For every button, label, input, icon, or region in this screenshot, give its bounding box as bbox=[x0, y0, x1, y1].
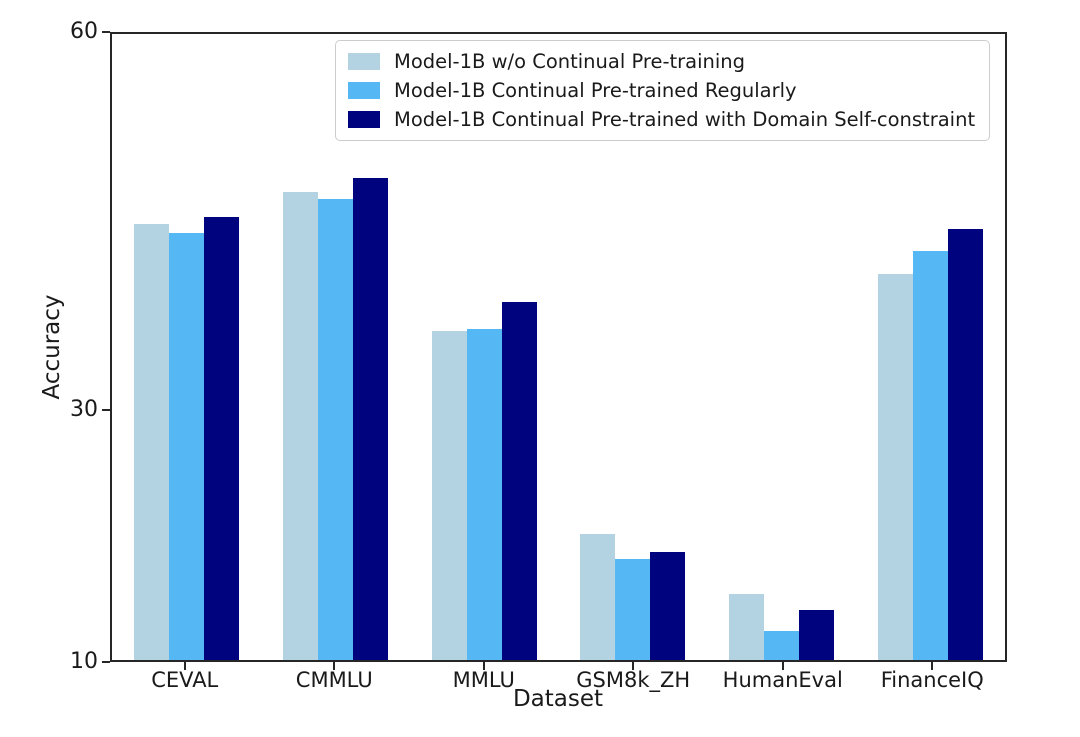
bar bbox=[948, 229, 983, 660]
bar bbox=[580, 533, 616, 660]
bar bbox=[799, 609, 835, 660]
x-tick-mark bbox=[781, 662, 784, 670]
bar-group-FinanceIQ bbox=[856, 34, 1005, 660]
y-tick-mark bbox=[102, 409, 110, 411]
y-axis-label: Accuracy bbox=[39, 294, 65, 400]
legend-item: Model-1B w/o Continual Pre-training bbox=[348, 50, 975, 73]
bar bbox=[317, 199, 353, 660]
bar bbox=[729, 593, 765, 660]
legend: Model-1B w/o Continual Pre-training Model… bbox=[335, 40, 991, 141]
bar bbox=[282, 191, 318, 660]
legend-label: Model-1B w/o Continual Pre-training bbox=[394, 50, 746, 73]
bar bbox=[501, 301, 537, 660]
x-tick-mark bbox=[183, 662, 186, 670]
legend-label: Model-1B Continual Pre-trained Regularly bbox=[394, 79, 797, 102]
legend-label: Model-1B Continual Pre-trained with Doma… bbox=[394, 108, 976, 131]
y-tick-mark bbox=[102, 661, 110, 663]
x-tick-label-HumanEval: HumanEval bbox=[722, 668, 843, 692]
x-tick-label-FinanceIQ: FinanceIQ bbox=[880, 668, 984, 692]
bar-group-GSM8k_ZH bbox=[558, 34, 707, 660]
legend-swatch-icon bbox=[348, 82, 380, 99]
bar-group-HumanEval bbox=[707, 34, 856, 660]
y-tick-label: 10 bbox=[70, 649, 98, 674]
bar bbox=[878, 274, 914, 660]
legend-item: Model-1B Continual Pre-trained with Doma… bbox=[348, 108, 975, 131]
bar bbox=[764, 631, 800, 660]
bar bbox=[650, 552, 686, 660]
x-tick-label-GSM8k_ZH: GSM8k_ZH bbox=[576, 668, 691, 692]
legend-swatch-icon bbox=[348, 111, 380, 128]
legend-swatch-icon bbox=[348, 53, 380, 70]
x-tick-label-CEVAL: CEVAL bbox=[151, 668, 219, 692]
bar-groups bbox=[112, 34, 1005, 660]
x-tick-label-MMLU: MMLU bbox=[452, 668, 515, 692]
x-tick-mark bbox=[482, 662, 485, 670]
bar bbox=[203, 216, 239, 660]
bar bbox=[133, 224, 169, 660]
plot-area: Model-1B w/o Continual Pre-training Model… bbox=[110, 32, 1007, 662]
bar-group-CEVAL bbox=[112, 34, 261, 660]
x-tick-mark bbox=[931, 662, 934, 670]
x-tick-label-CMMLU: CMMLU bbox=[295, 668, 373, 692]
bar bbox=[431, 330, 467, 660]
bar-group-MMLU bbox=[410, 34, 559, 660]
x-tick-mark bbox=[632, 662, 635, 670]
bar bbox=[466, 329, 502, 660]
bar bbox=[352, 177, 388, 660]
bar bbox=[913, 250, 949, 660]
bar bbox=[615, 558, 651, 660]
y-tick-label: 30 bbox=[70, 397, 98, 422]
x-axis-label: Dataset bbox=[512, 686, 604, 712]
y-tick-label: 60 bbox=[70, 19, 98, 44]
bar bbox=[168, 233, 204, 660]
y-tick-mark bbox=[102, 31, 110, 33]
bar-group-CMMLU bbox=[261, 34, 410, 660]
x-tick-mark bbox=[333, 662, 336, 670]
legend-item: Model-1B Continual Pre-trained Regularly bbox=[348, 79, 975, 102]
